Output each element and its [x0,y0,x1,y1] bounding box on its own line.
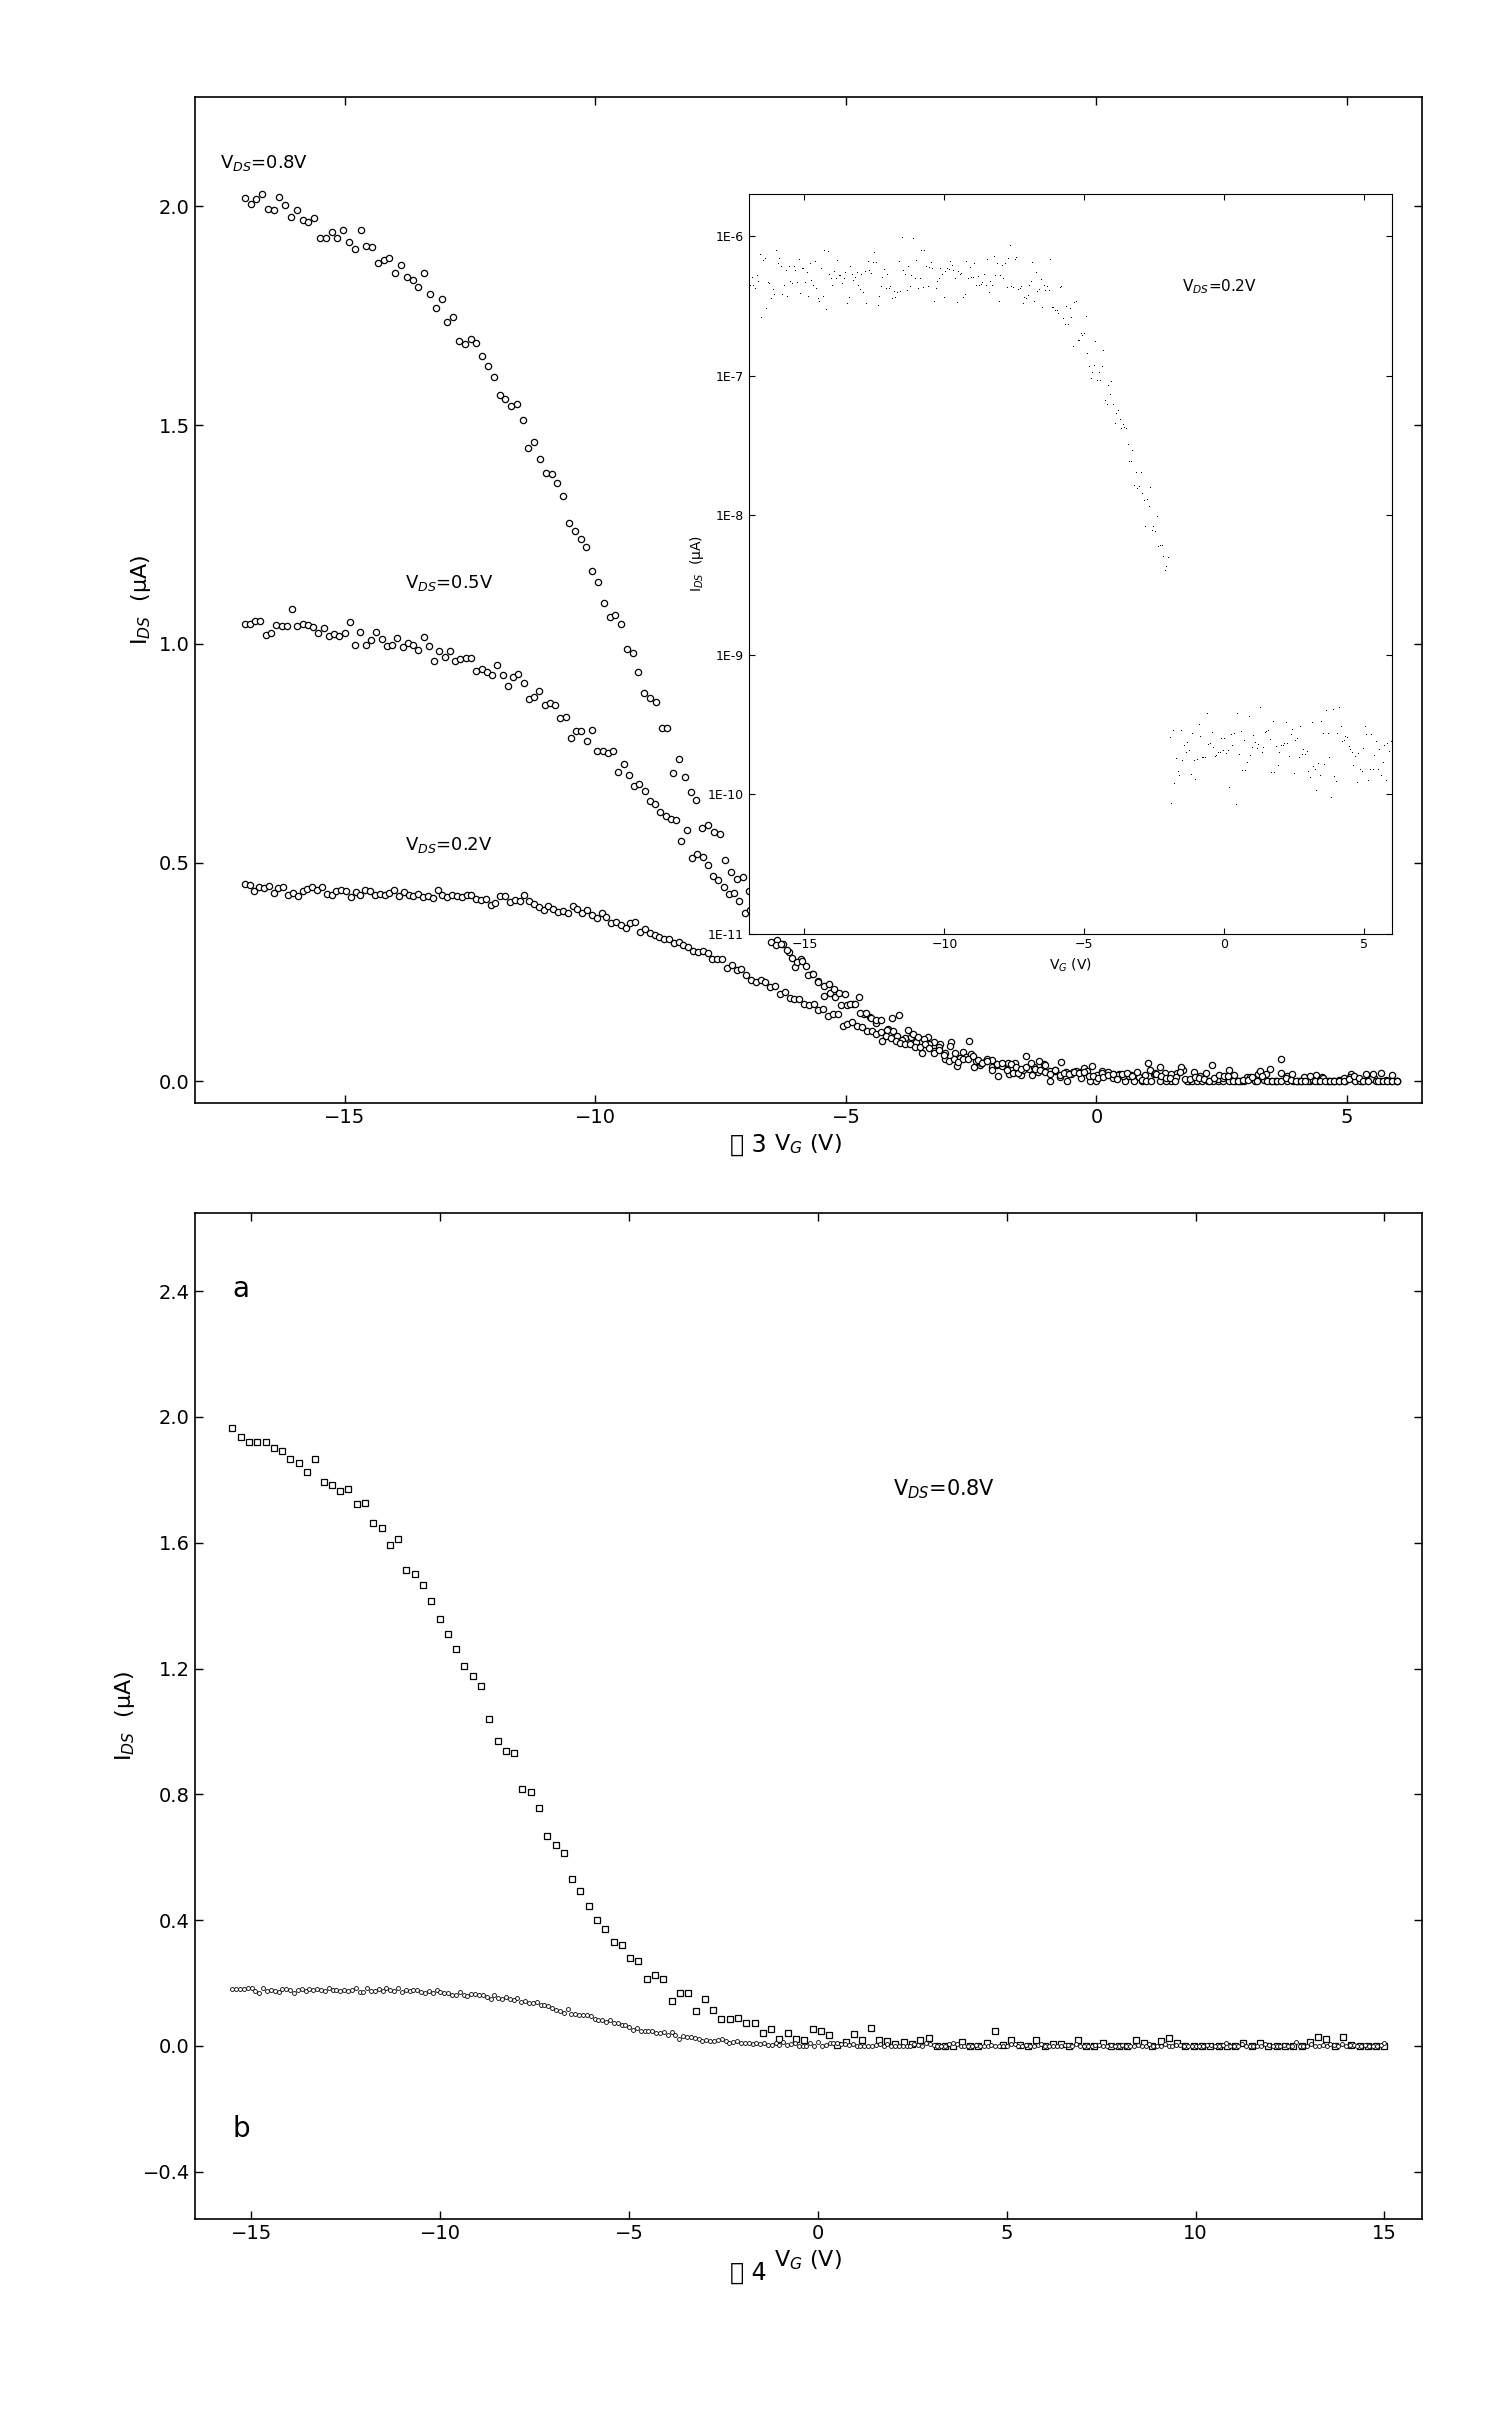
Text: V$_{DS}$=0.2V: V$_{DS}$=0.2V [1183,276,1257,296]
Text: b: b [232,2115,250,2144]
Text: V$_{DS}$=0.5V: V$_{DS}$=0.5V [406,572,494,592]
X-axis label: V$_{G}$ (V): V$_{G}$ (V) [774,2248,843,2272]
Text: V$_{DS}$=0.2V: V$_{DS}$=0.2V [406,834,493,856]
Y-axis label: I$_{DS}$  (μA): I$_{DS}$ (μA) [112,1671,136,1761]
Text: 图 4: 图 4 [731,2260,766,2284]
X-axis label: V$_{G}$ (V): V$_{G}$ (V) [1049,958,1091,975]
X-axis label: V$_{G}$ (V): V$_{G}$ (V) [774,1132,843,1157]
Text: V$_{DS}$=0.8V: V$_{DS}$=0.8V [220,153,308,172]
Text: a: a [232,1276,250,1302]
Text: 图 3: 图 3 [731,1132,766,1157]
Y-axis label: I$_{DS}$  (μA): I$_{DS}$ (μA) [129,555,153,645]
Text: V$_{DS}$=0.8V: V$_{DS}$=0.8V [894,1477,996,1501]
Y-axis label: I$_{DS}$  (μA): I$_{DS}$ (μA) [689,536,707,592]
